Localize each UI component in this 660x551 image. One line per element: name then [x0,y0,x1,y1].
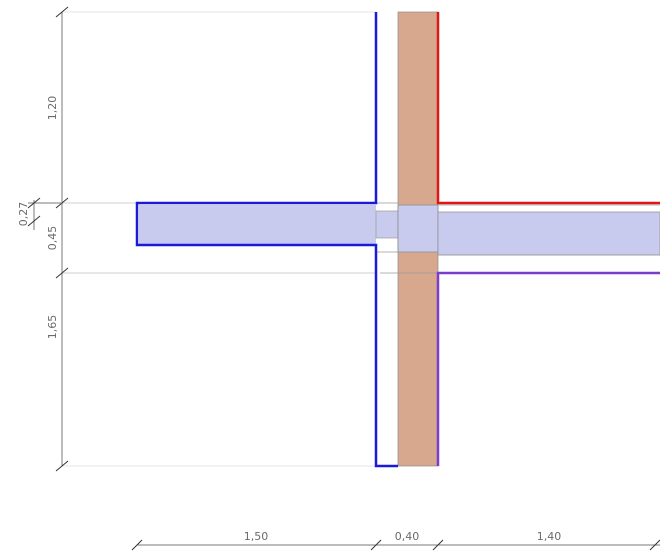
dim-label-1-65: 1,65 [46,315,59,340]
dim-label-1-40: 1,40 [537,530,562,543]
left-slab-fill [139,205,376,244]
tick-mark [55,6,69,18]
vertical-dimension-chain [27,6,376,472]
tick-mark [131,539,143,551]
tick-mark [370,539,382,551]
dim-label-0-27: 0,27 [17,202,30,227]
dim-label-1-20: 1,20 [46,96,59,121]
section-hairlines [376,202,660,274]
red-boundary-line [436,12,660,205]
tick-mark [55,267,69,279]
blue-boundary-line [135,12,398,468]
dim-label-1-50: 1,50 [244,530,269,543]
slab-connector [375,210,399,239]
dim-label-0-45: 0,45 [46,226,59,251]
tick-mark [55,460,69,472]
purple-boundary-line [436,271,660,466]
tick-mark [649,539,660,551]
slab-junction-block [397,204,439,253]
tick-mark [27,197,41,209]
right-slab-fill [437,211,660,256]
tick-mark [27,215,41,227]
horizontal-dimension-chain [131,539,660,551]
dim-label-0-40: 0,40 [395,530,420,543]
tick-mark [432,539,444,551]
